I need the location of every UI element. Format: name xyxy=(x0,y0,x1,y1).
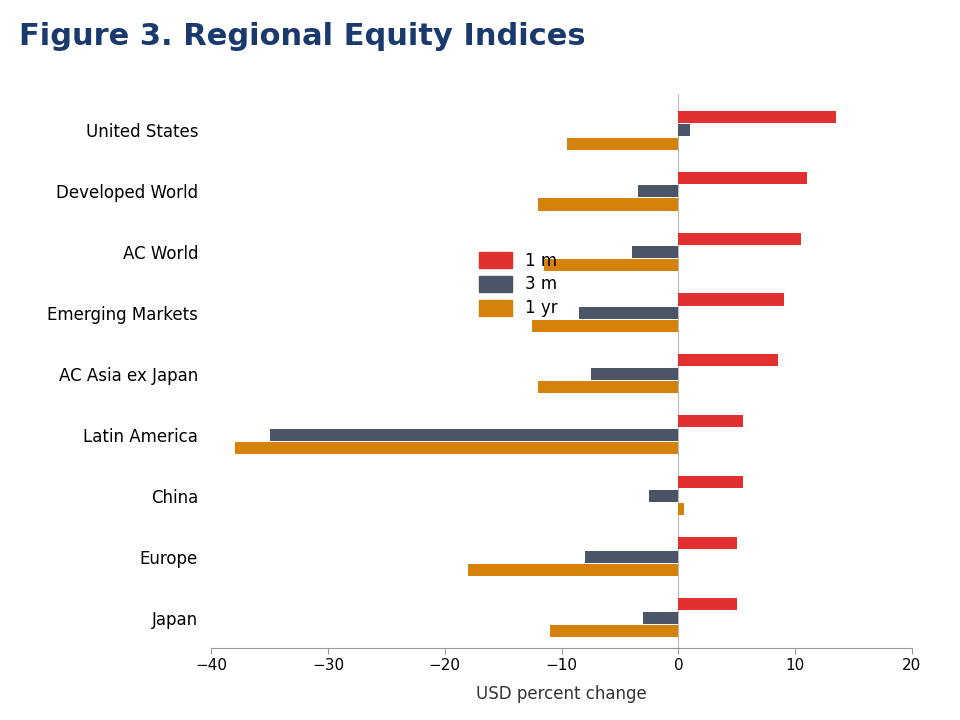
Bar xyxy=(632,246,679,258)
Text: Figure 3. Regional Equity Indices: Figure 3. Regional Equity Indices xyxy=(19,22,586,50)
Bar xyxy=(468,564,679,576)
Bar xyxy=(679,598,736,610)
Bar xyxy=(679,354,778,366)
Bar xyxy=(533,320,679,333)
Bar xyxy=(679,503,684,515)
Bar xyxy=(550,625,679,637)
Bar xyxy=(679,124,690,136)
Bar xyxy=(679,294,783,305)
Bar xyxy=(637,185,679,197)
Bar xyxy=(679,171,806,184)
Bar xyxy=(679,415,743,428)
Bar xyxy=(679,233,801,245)
Bar xyxy=(270,428,679,441)
X-axis label: USD percent change: USD percent change xyxy=(476,685,647,703)
Bar xyxy=(590,368,679,380)
Bar xyxy=(679,111,836,123)
Bar xyxy=(539,381,679,393)
Bar xyxy=(234,442,679,454)
Bar xyxy=(544,259,679,271)
Bar xyxy=(567,138,679,150)
Bar xyxy=(679,476,743,488)
Bar xyxy=(539,199,679,210)
Bar xyxy=(579,307,679,319)
Bar xyxy=(585,551,679,562)
Bar xyxy=(643,611,679,624)
Bar xyxy=(679,537,736,549)
Bar xyxy=(649,490,679,502)
Legend: 1 m, 3 m, 1 yr: 1 m, 3 m, 1 yr xyxy=(479,251,558,318)
